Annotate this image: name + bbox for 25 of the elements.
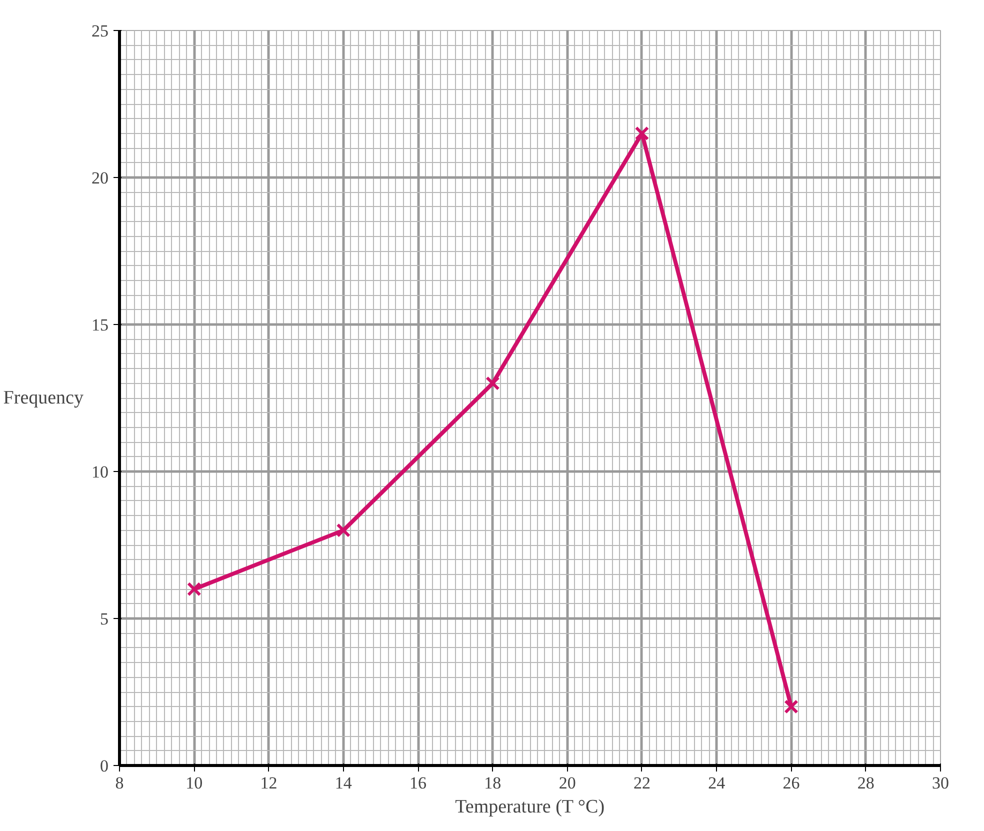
x-tick-label: 24 bbox=[708, 774, 726, 792]
point bbox=[634, 126, 650, 141]
point bbox=[784, 700, 798, 714]
x-tick-label: 16 bbox=[410, 774, 427, 792]
x-tick-label: 18 bbox=[484, 774, 502, 792]
x-tick-label: 26 bbox=[782, 774, 800, 792]
x-tick-label: 22 bbox=[633, 774, 650, 792]
x-tick-label: 12 bbox=[260, 774, 278, 792]
x-tick-label: 28 bbox=[857, 774, 874, 792]
point bbox=[186, 582, 202, 596]
y-tick-label: 10 bbox=[92, 462, 108, 482]
y-tick-label: 25 bbox=[92, 22, 108, 40]
point bbox=[336, 523, 351, 538]
x-tick-label: 14 bbox=[334, 774, 352, 792]
x-tick-label: 10 bbox=[186, 774, 203, 792]
point bbox=[486, 376, 500, 390]
x-tick-label: 30 bbox=[932, 774, 949, 792]
y-tick-label: 5 bbox=[100, 610, 108, 628]
y-tick-label: 15 bbox=[92, 316, 108, 334]
x-tick-label: 20 bbox=[558, 774, 576, 792]
x-axis-title: Temperature (T °C) bbox=[455, 796, 605, 818]
x-tick-label: 8 bbox=[115, 774, 124, 792]
y-tick-label: 20 bbox=[92, 168, 108, 188]
y-axis-title: Frequency bbox=[3, 388, 84, 408]
y-tick-label: 0 bbox=[100, 756, 108, 776]
